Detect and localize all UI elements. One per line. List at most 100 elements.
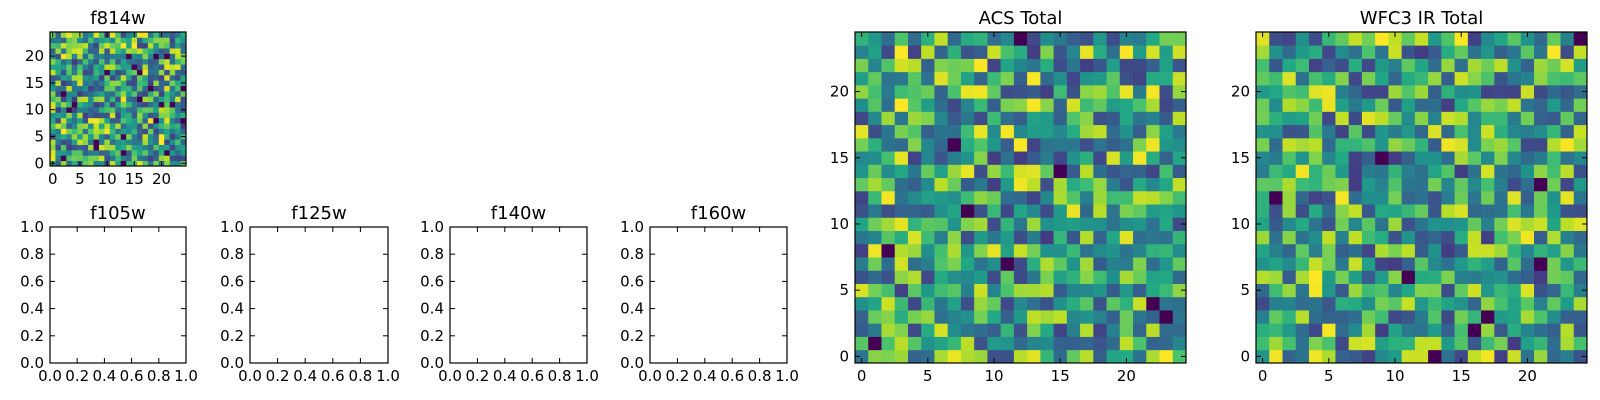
- heatmap-cell: [1507, 323, 1522, 337]
- heatmap-cell: [868, 296, 882, 311]
- heatmap-cell: [1053, 283, 1068, 298]
- heatmap-cell: [71, 144, 78, 151]
- heatmap-cell: [60, 64, 67, 70]
- heatmap-cell: [1027, 45, 1041, 59]
- heatmap-cell: [1388, 296, 1403, 311]
- heatmap-cell: [1414, 336, 1429, 351]
- heatmap-cell: [1000, 283, 1015, 298]
- heatmap-cell: [987, 71, 1002, 86]
- heatmap-cell: [1507, 230, 1522, 245]
- heatmap-cell: [109, 96, 116, 103]
- heatmap-cell: [1172, 217, 1187, 231]
- heatmap-cell: [55, 96, 62, 103]
- heatmap-cell: [1361, 45, 1376, 59]
- heatmap-cell: [82, 155, 89, 162]
- heatmap-cell: [77, 155, 84, 162]
- heatmap-cell: [1027, 84, 1041, 99]
- heatmap-cell: [1547, 98, 1561, 112]
- heatmap-cell: [855, 58, 869, 73]
- heatmap-cell: [66, 53, 73, 60]
- heatmap-cell: [88, 139, 94, 145]
- heatmap-cell: [1172, 283, 1187, 298]
- heatmap-cell: [1348, 349, 1363, 364]
- heatmap-cell: [1454, 217, 1469, 231]
- heatmap-cell: [1348, 270, 1363, 284]
- heatmap-cell: [1507, 257, 1522, 271]
- heatmap-cell: [1454, 204, 1469, 218]
- heatmap-cell: [93, 123, 100, 129]
- heatmap-cell: [1295, 349, 1310, 364]
- heatmap-cell: [1159, 296, 1174, 311]
- heatmap-cell: [1454, 243, 1469, 258]
- heatmap-cell: [1282, 45, 1297, 59]
- heatmap-cell: [1361, 58, 1376, 73]
- heatmap-cell: [1119, 137, 1134, 152]
- heatmap-cell: [104, 133, 111, 140]
- heatmap-cell: [1080, 177, 1094, 192]
- heatmap-cell: [169, 149, 176, 156]
- heatmap-cell: [93, 101, 100, 108]
- heatmap-cell: [169, 58, 176, 65]
- heatmap-cell: [169, 123, 176, 129]
- heatmap-cell: [1093, 310, 1107, 324]
- heatmap-cell: [1560, 323, 1575, 337]
- heatmap-cell: [1361, 310, 1376, 324]
- heatmap-cell: [50, 74, 56, 81]
- heatmap-cell: [868, 164, 882, 179]
- heatmap-cell: [120, 101, 127, 108]
- heatmap-cell: [1388, 190, 1403, 205]
- heatmap-cell: [169, 144, 176, 151]
- heatmap-cell: [960, 204, 975, 218]
- heatmap-cell: [1308, 310, 1323, 324]
- heatmap-cell: [868, 336, 882, 351]
- heatmap-cell: [1322, 323, 1336, 337]
- heatmap-cell: [109, 32, 116, 38]
- heatmap-cell: [934, 217, 949, 231]
- heatmap-cell: [1027, 270, 1041, 284]
- heatmap-cell: [855, 204, 869, 218]
- heatmap-cell: [93, 139, 100, 145]
- y-tick-label: 1.0: [620, 218, 644, 236]
- heatmap-cell: [142, 32, 149, 38]
- heatmap-cell: [1282, 336, 1297, 351]
- heatmap-cell: [1308, 58, 1323, 73]
- heatmap-cell: [1361, 243, 1376, 258]
- heatmap-cell: [1146, 45, 1160, 59]
- heatmap-cell: [93, 155, 100, 162]
- heatmap-cell: [1159, 336, 1174, 351]
- heatmap-cell: [947, 58, 962, 73]
- heatmap-cell: [1401, 124, 1416, 139]
- heatmap-cell: [1133, 349, 1147, 364]
- heatmap-cell: [947, 137, 962, 152]
- heatmap-cell: [1494, 71, 1508, 86]
- heatmap-cell: [1441, 230, 1455, 245]
- heatmap-cell: [1335, 111, 1350, 126]
- heatmap-cell: [175, 85, 181, 92]
- heatmap-cell: [104, 117, 111, 124]
- heatmap-cell: [1401, 296, 1416, 311]
- heatmap-cell: [98, 32, 105, 38]
- heatmap-cell: [1119, 310, 1134, 324]
- heatmap-cell: [82, 37, 89, 44]
- heatmap-cell: [1414, 58, 1429, 73]
- heatmap-cell: [1080, 296, 1094, 311]
- heatmap-cell: [921, 71, 935, 86]
- heatmap-cell: [1534, 71, 1548, 86]
- heatmap-cell: [98, 48, 105, 54]
- heatmap-cell: [1520, 151, 1535, 165]
- heatmap-cell: [1428, 164, 1442, 179]
- heatmap-cell: [1375, 71, 1389, 86]
- x-tick-label: 1.0: [775, 367, 799, 385]
- heatmap-cell: [153, 107, 160, 113]
- heatmap-cell: [98, 96, 105, 103]
- heatmap-cell: [50, 96, 56, 103]
- heatmap-cell: [894, 177, 909, 192]
- heatmap-cell: [881, 71, 896, 86]
- heatmap-cell: [82, 133, 89, 140]
- heatmap-cell: [164, 123, 171, 129]
- heatmap-cell: [1322, 296, 1336, 311]
- heatmap-cell: [109, 133, 116, 140]
- heatmap-cell: [55, 128, 62, 135]
- heatmap-cell: [1093, 98, 1107, 112]
- heatmap-cell: [1428, 230, 1442, 245]
